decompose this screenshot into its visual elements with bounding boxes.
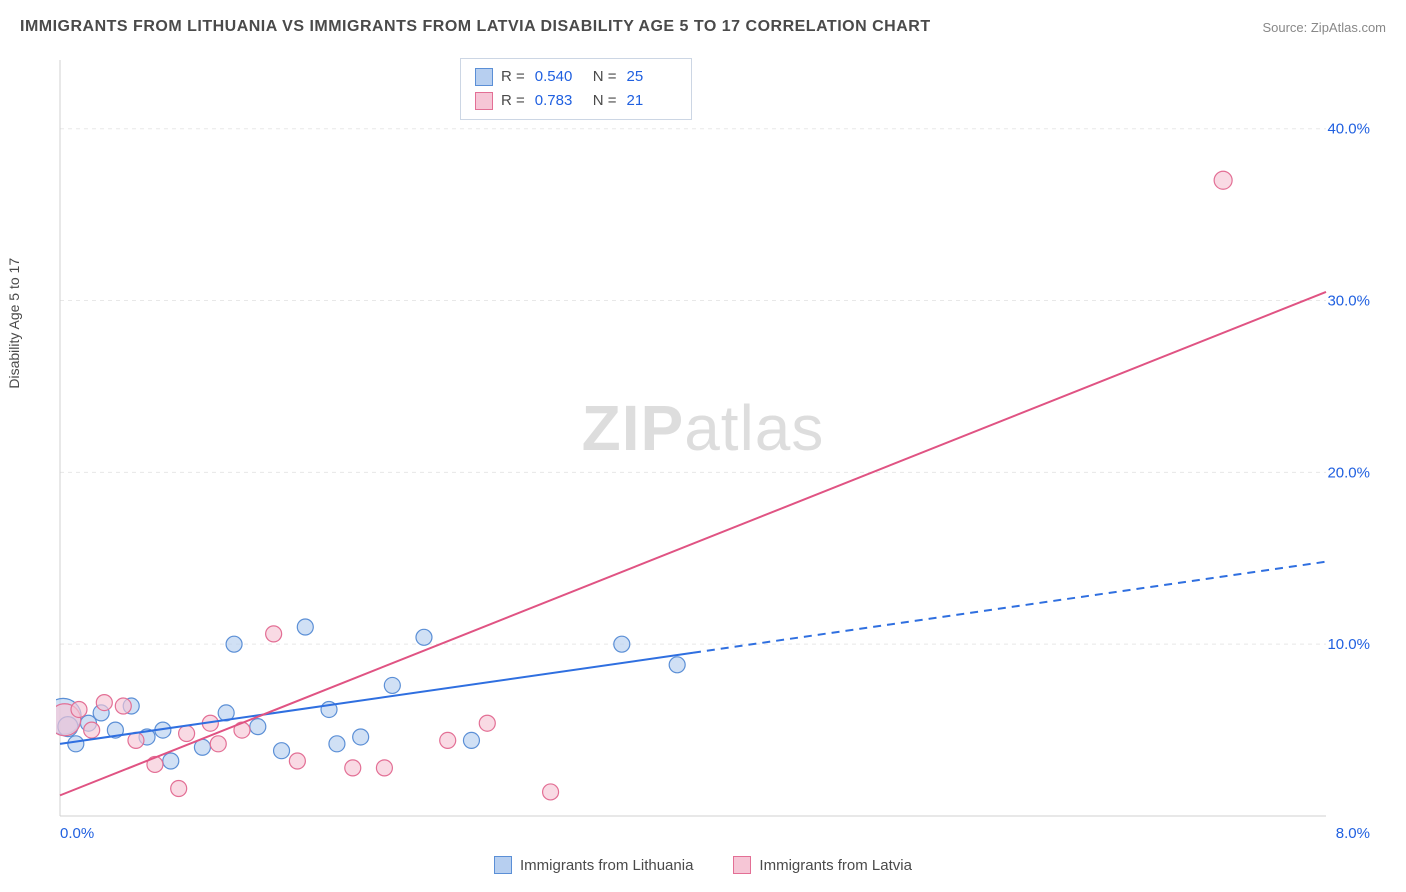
data-point-latvia[interactable] — [440, 732, 456, 748]
legend-swatch — [494, 856, 512, 874]
stats-n-value: 21 — [627, 89, 677, 113]
data-point-latvia[interactable] — [479, 715, 495, 731]
stats-n-label: N = — [593, 65, 617, 89]
legend-item: Immigrants from Latvia — [733, 856, 912, 874]
x-tick-label: 0.0% — [60, 825, 94, 842]
y-tick-label: 40.0% — [1327, 121, 1370, 138]
stats-r-label: R = — [501, 65, 525, 89]
stats-r-value: 0.540 — [535, 65, 585, 89]
stats-swatch — [475, 92, 493, 110]
y-tick-label: 20.0% — [1327, 464, 1370, 481]
stats-legend-box: R = 0.540 N = 25 R = 0.783 N = 21 — [460, 58, 692, 120]
y-tick-label: 10.0% — [1327, 636, 1370, 653]
chart-area: 10.0% 20.0% 30.0% 40.0% 0.0% 8.0% — [56, 56, 1386, 846]
data-point-lithuania[interactable] — [353, 729, 369, 745]
data-point-latvia[interactable] — [115, 698, 131, 714]
data-point-lithuania[interactable] — [297, 619, 313, 635]
data-point-lithuania[interactable] — [163, 753, 179, 769]
bottom-legend: Immigrants from Lithuania Immigrants from… — [0, 856, 1406, 874]
data-point-latvia[interactable] — [345, 760, 361, 776]
x-tick-label: 8.0% — [1336, 825, 1370, 842]
data-point-lithuania[interactable] — [68, 736, 84, 752]
data-point-latvia[interactable] — [210, 736, 226, 752]
y-axis-label: Disability Age 5 to 17 — [6, 258, 22, 389]
legend-label: Immigrants from Latvia — [759, 857, 912, 874]
source-attribution: Source: ZipAtlas.com — [1262, 20, 1386, 35]
data-point-lithuania[interactable] — [384, 677, 400, 693]
chart-title: IMMIGRANTS FROM LITHUANIA VS IMMIGRANTS … — [20, 18, 931, 36]
data-point-lithuania[interactable] — [416, 629, 432, 645]
data-point-latvia[interactable] — [84, 722, 100, 738]
data-point-latvia[interactable] — [71, 701, 87, 717]
stats-n-label: N = — [593, 89, 617, 113]
y-tick-label: 30.0% — [1327, 293, 1370, 310]
data-point-lithuania[interactable] — [614, 636, 630, 652]
data-point-latvia[interactable] — [1214, 171, 1232, 189]
stats-r-label: R = — [501, 89, 525, 113]
data-point-latvia[interactable] — [171, 781, 187, 797]
data-point-lithuania[interactable] — [226, 636, 242, 652]
data-point-latvia[interactable] — [96, 695, 112, 711]
data-point-lithuania[interactable] — [669, 657, 685, 673]
stats-row: R = 0.540 N = 25 — [475, 65, 677, 89]
data-point-latvia[interactable] — [289, 753, 305, 769]
legend-label: Immigrants from Lithuania — [520, 857, 693, 874]
legend-item: Immigrants from Lithuania — [494, 856, 693, 874]
data-point-lithuania[interactable] — [463, 732, 479, 748]
data-point-latvia[interactable] — [266, 626, 282, 642]
scatter-plot-svg: 10.0% 20.0% 30.0% 40.0% 0.0% 8.0% — [56, 56, 1386, 846]
data-point-latvia[interactable] — [543, 784, 559, 800]
stats-swatch — [475, 68, 493, 86]
data-point-lithuania[interactable] — [274, 743, 290, 759]
data-point-latvia[interactable] — [179, 726, 195, 742]
stats-n-value: 25 — [627, 65, 677, 89]
data-point-latvia[interactable] — [128, 732, 144, 748]
legend-swatch — [733, 856, 751, 874]
stats-r-value: 0.783 — [535, 89, 585, 113]
data-point-latvia[interactable] — [376, 760, 392, 776]
stats-row: R = 0.783 N = 21 — [475, 89, 677, 113]
data-point-lithuania[interactable] — [329, 736, 345, 752]
data-point-lithuania[interactable] — [250, 719, 266, 735]
